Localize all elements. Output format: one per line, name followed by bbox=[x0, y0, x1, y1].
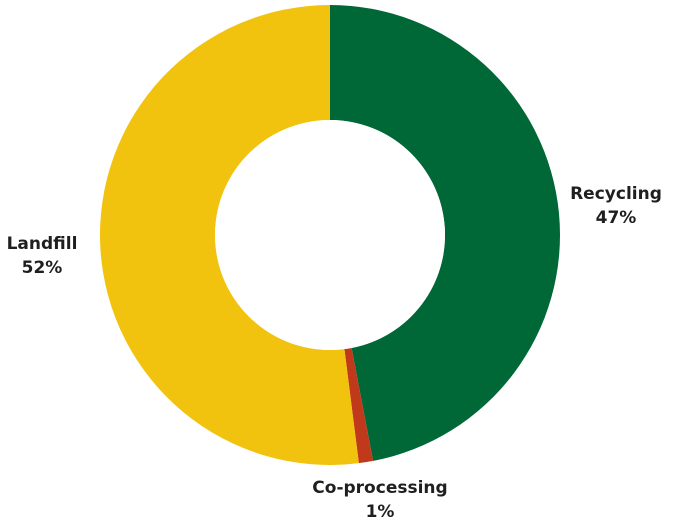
donut-slices bbox=[100, 5, 560, 465]
slice-name-co-processing: Co-processing bbox=[312, 478, 448, 498]
slice-recycling bbox=[330, 5, 560, 461]
slice-co-processing bbox=[344, 347, 374, 464]
slice-percent-recycling: 47% bbox=[595, 208, 637, 228]
slice-label-landfill: Landfill 52% bbox=[0, 232, 92, 280]
slice-percent-landfill: 52% bbox=[21, 258, 63, 278]
slice-percent-co-processing: 1% bbox=[365, 502, 395, 522]
slice-label-recycling: Recycling 47% bbox=[560, 182, 672, 230]
slice-name-landfill: Landfill bbox=[6, 234, 78, 254]
slice-landfill bbox=[100, 5, 359, 465]
donut-hole bbox=[215, 120, 445, 350]
slice-label-co-processing: Co-processing 1% bbox=[280, 476, 480, 524]
slice-name-recycling: Recycling bbox=[570, 184, 662, 204]
